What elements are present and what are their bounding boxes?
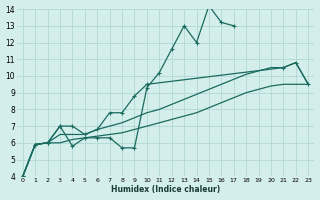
X-axis label: Humidex (Indice chaleur): Humidex (Indice chaleur) bbox=[111, 185, 220, 194]
